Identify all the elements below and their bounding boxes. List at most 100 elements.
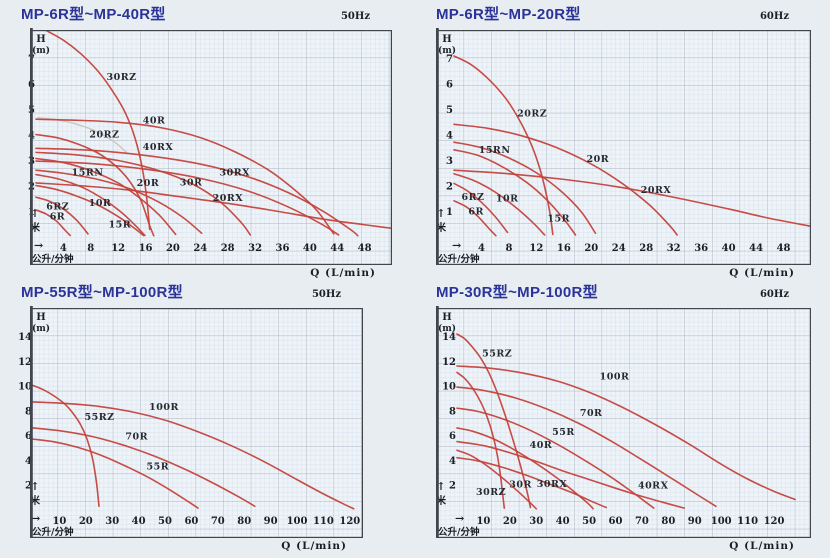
curve-20RX — [35, 182, 391, 230]
x-tick-label: 80 — [237, 516, 251, 527]
curve-label-55RZ: 55RZ — [84, 412, 114, 423]
y-tick-label: 6 — [28, 80, 35, 91]
y-tick-label: 12 — [442, 357, 456, 368]
y-axis-meter-label: 米 — [436, 221, 447, 234]
curve-label-55RZ: 55RZ — [482, 348, 512, 359]
x-tick-label: 100 — [287, 516, 308, 527]
curve-label-20RZ: 20RZ — [89, 130, 119, 141]
x-tick-label: 90 — [688, 516, 702, 527]
curve-6RZ — [35, 196, 89, 235]
x-tick-label: 40 — [303, 243, 317, 254]
grid — [30, 308, 363, 538]
curve-label-6R: 6R — [468, 207, 484, 218]
plot-background — [436, 30, 811, 265]
x-tick-label: 80 — [661, 516, 675, 527]
x-tick-label: 36 — [276, 243, 290, 254]
x-tick-label: 40 — [132, 516, 146, 527]
curve-label-70R: 70R — [580, 408, 603, 419]
curve-label-15RN: 15RN — [72, 167, 104, 178]
x-tick-label: 20 — [79, 516, 93, 527]
curve-30R — [456, 449, 538, 510]
curve-40RX — [456, 440, 685, 509]
curve-100R — [456, 365, 796, 501]
y-tick-label: 10 — [18, 382, 32, 393]
x-tick-label: 50 — [158, 516, 172, 527]
y-tick-label: 3 — [28, 156, 35, 167]
curve-55RZ — [32, 384, 100, 508]
x-tick-label: 70 — [635, 516, 649, 527]
x-tick-label: 110 — [313, 516, 334, 527]
curve-15RN — [35, 157, 177, 236]
curve-label-6R: 6R — [50, 212, 66, 223]
y-tick-label: 4 — [446, 131, 453, 142]
curve-label-15R: 15R — [109, 219, 132, 230]
x-tick-label: 60 — [609, 516, 623, 527]
x-tick-label: 30 — [105, 516, 119, 527]
ghost-curve — [37, 116, 128, 154]
curve-30RZ — [45, 31, 151, 231]
curve-15R — [35, 173, 146, 237]
frequency-label: 60Hz — [759, 289, 789, 300]
x-tick-label: 100 — [711, 516, 732, 527]
frequency-label: 50Hz — [311, 289, 341, 300]
plot-background — [30, 30, 392, 265]
x-tick-label: 90 — [264, 516, 278, 527]
y-tick-label: 14 — [442, 332, 456, 343]
curve-label-70R: 70R — [125, 431, 148, 442]
y-tick-label: 4 — [25, 456, 32, 467]
grid — [30, 30, 392, 265]
y-tick-label: 4 — [449, 456, 456, 467]
curve-label-100R: 100R — [600, 371, 630, 382]
y-tick-label: 6 — [446, 80, 453, 91]
x-tick-label: 70 — [211, 516, 225, 527]
curve-100R — [32, 401, 355, 510]
y-tick-label: 2 — [25, 481, 32, 492]
curve-label-20RX: 20RX — [641, 185, 672, 196]
x-axis-flow-label: 公升/分钟 — [32, 253, 74, 265]
curve-30R — [35, 151, 252, 236]
curve-label-10R: 10R — [89, 198, 112, 209]
curve-20R — [35, 169, 203, 234]
x-tick-label: 60 — [184, 516, 198, 527]
y-axis-meter-label: 米 — [436, 494, 447, 507]
curve-30RX — [35, 160, 340, 236]
plot-area: 1 2 3 4 5 6 7 4 8 12 16 20 24 28 32 36 40 44 48 H (m) ↑ 米 → 公升/分… — [28, 28, 392, 266]
y-axis-head-label: H — [36, 34, 45, 45]
right-arrow-icon: → — [34, 239, 43, 252]
curve-label-40R: 40R — [530, 440, 553, 451]
curve-15R — [453, 149, 577, 236]
plot-border — [30, 308, 363, 539]
x-tick-label: 40 — [722, 243, 736, 254]
curve-6RZ — [453, 182, 509, 234]
curve-70R — [32, 427, 256, 508]
plot-background — [436, 308, 811, 538]
right-arrow-icon: → — [452, 239, 461, 252]
up-arrow-icon: ↑ — [30, 207, 39, 220]
curve-70R — [456, 386, 717, 508]
curve-55R — [456, 407, 655, 509]
chart-title: MP-6R型~MP-40R型 — [21, 6, 166, 23]
x-tick-label: 50 — [582, 516, 596, 527]
y-tick-label: 1 — [446, 207, 453, 218]
y-axis-unit-label: (m) — [32, 323, 50, 334]
curve-label-20R: 20R — [137, 178, 160, 189]
curve-label-15R: 15R — [547, 214, 570, 225]
frequency-label: 50Hz — [340, 11, 370, 22]
curve-label-30R: 30R — [509, 480, 532, 491]
curve-label-55R: 55R — [147, 462, 170, 473]
plot-area: 2 4 6 8 10 12 14 10 20 30 40 50 60 70 80 90 100 110 120 H (m… — [18, 306, 363, 539]
y-tick-label: 5 — [446, 105, 453, 116]
up-arrow-icon: ↑ — [436, 207, 445, 220]
y-tick-label: 8 — [25, 406, 32, 417]
y-tick-label: 6 — [25, 431, 32, 442]
x-tick-label: 4 — [478, 243, 485, 254]
y-axis-unit-label: (m) — [32, 45, 50, 56]
x-tick-label: 12 — [111, 243, 125, 254]
x-axis-unit-label: Q (L/min) — [310, 267, 376, 279]
curves-group — [35, 31, 391, 237]
grid — [436, 30, 811, 265]
curve-6R — [35, 209, 72, 237]
x-tick-label: 8 — [505, 243, 512, 254]
